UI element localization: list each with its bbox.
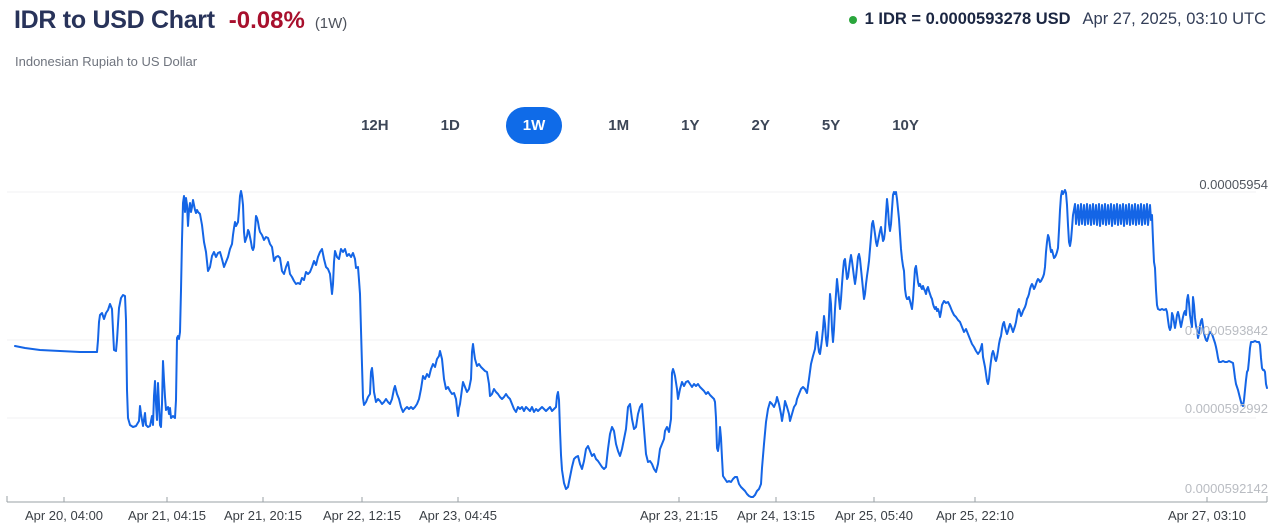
- y-axis-label: 0.0000593842: [1185, 323, 1268, 338]
- range-tab-5y[interactable]: 5Y: [821, 117, 841, 134]
- y-axis-label: 0.00005954: [1199, 177, 1268, 192]
- change-percent-badge: -0.08%: [228, 7, 305, 34]
- page-title: IDR to USD Chart: [14, 6, 215, 34]
- range-tab-1w[interactable]: 1W: [505, 107, 563, 144]
- x-axis-label: Apr 25, 22:10: [936, 508, 1014, 523]
- x-axis-label: Apr 21, 04:15: [128, 508, 206, 523]
- range-tab-1y[interactable]: 1Y: [681, 117, 700, 134]
- range-tab-2y[interactable]: 2Y: [751, 117, 770, 134]
- timestamp-text: Apr 27, 2025, 03:10 UTC: [1082, 10, 1266, 28]
- range-tab-12h[interactable]: 12H: [361, 117, 389, 134]
- price-line: [14, 189, 1268, 498]
- x-axis-label: Apr 20, 04:00: [25, 508, 103, 523]
- header-right: 1 IDR = 0.0000593278 USD Apr 27, 2025, 0…: [848, 10, 1266, 29]
- range-tab-1m[interactable]: 1M: [608, 117, 630, 134]
- range-tabs: 12H 1D 1W 1M 1Y 2Y 5Y 10Y: [0, 107, 1280, 144]
- y-axis-label: 0.0000592142: [1185, 481, 1268, 496]
- change-period-label: (1W): [314, 15, 348, 32]
- y-axis-label: 0.0000592992: [1185, 401, 1268, 416]
- page-subtitle: Indonesian Rupiah to US Dollar: [15, 54, 198, 69]
- x-axis-label: Apr 27, 03:10: [1168, 508, 1246, 523]
- range-tab-10y[interactable]: 10Y: [892, 117, 919, 134]
- header-left: IDR to USD Chart -0.08% (1W): [14, 6, 347, 35]
- x-axis-label: Apr 24, 13:15: [737, 508, 815, 523]
- x-axis-label: Apr 25, 05:40: [835, 508, 913, 523]
- current-rate-text: 1 IDR = 0.0000593278 USD: [864, 10, 1071, 28]
- x-axis-label: Apr 23, 21:15: [640, 508, 718, 523]
- range-tab-1d[interactable]: 1D: [440, 117, 460, 134]
- x-axis-label: Apr 23, 04:45: [419, 508, 497, 523]
- x-axis-label: Apr 21, 20:15: [224, 508, 302, 523]
- live-dot-icon: [848, 15, 857, 24]
- x-axis-label: Apr 22, 12:15: [323, 508, 401, 523]
